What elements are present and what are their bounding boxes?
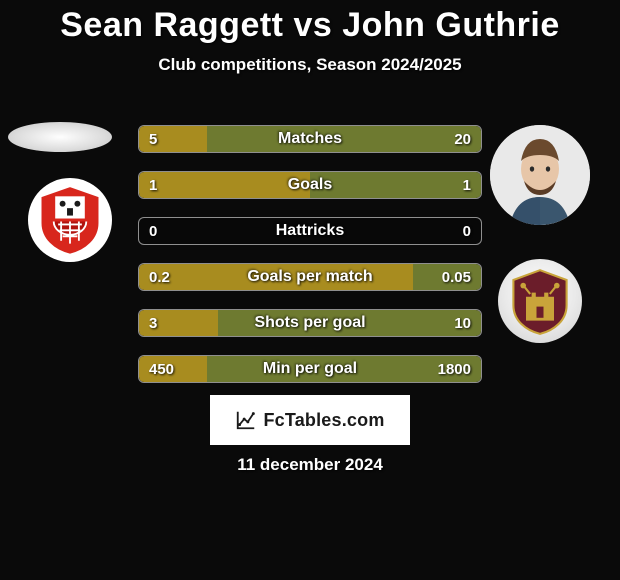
bar-left-fill bbox=[139, 264, 413, 290]
bar-left-value: 1 bbox=[149, 172, 157, 198]
bar-row: 4501800Min per goal bbox=[138, 355, 482, 383]
bar-left-value: 3 bbox=[149, 310, 157, 336]
bar-label: Hattricks bbox=[139, 218, 481, 244]
brand-text: FcTables.com bbox=[263, 410, 384, 431]
bar-right-value: 1 bbox=[463, 172, 471, 198]
player-right-avatar bbox=[490, 125, 590, 225]
bar-right-fill bbox=[310, 172, 481, 198]
bar-right-value: 0 bbox=[463, 218, 471, 244]
bar-left-fill bbox=[139, 172, 310, 198]
bar-row: 0 0Hattricks bbox=[138, 217, 482, 245]
page-title: Sean Raggett vs John Guthrie bbox=[0, 0, 620, 45]
bar-left-value: 450 bbox=[149, 356, 174, 382]
castle-icon bbox=[505, 266, 575, 336]
bar-row: 11Goals bbox=[138, 171, 482, 199]
person-icon bbox=[490, 125, 590, 225]
bar-row: 310Shots per goal bbox=[138, 309, 482, 337]
bar-right-fill bbox=[207, 126, 481, 152]
bar-row: 0.20.05Goals per match bbox=[138, 263, 482, 291]
subtitle: Club competitions, Season 2024/2025 bbox=[0, 55, 620, 75]
bar-right-value: 10 bbox=[454, 310, 471, 336]
chart-icon bbox=[235, 409, 257, 431]
bar-left-value: 0.2 bbox=[149, 264, 170, 290]
bar-right-fill bbox=[218, 310, 481, 336]
club-crest-right bbox=[498, 259, 582, 343]
bar-left-value: 5 bbox=[149, 126, 157, 152]
shield-icon bbox=[33, 183, 107, 257]
bar-row: 520Matches bbox=[138, 125, 482, 153]
date-text: 11 december 2024 bbox=[0, 455, 620, 475]
bar-left-value: 0 bbox=[149, 218, 157, 244]
club-crest-left bbox=[28, 178, 112, 262]
player-left-avatar bbox=[8, 122, 112, 152]
comparison-chart: 520Matches11Goals00Hattricks0.20.05Goals… bbox=[138, 125, 482, 401]
brand-box[interactable]: FcTables.com bbox=[210, 395, 410, 445]
bar-right-value: 1800 bbox=[438, 356, 471, 382]
bar-right-value: 0.05 bbox=[442, 264, 471, 290]
bar-right-value: 20 bbox=[454, 126, 471, 152]
